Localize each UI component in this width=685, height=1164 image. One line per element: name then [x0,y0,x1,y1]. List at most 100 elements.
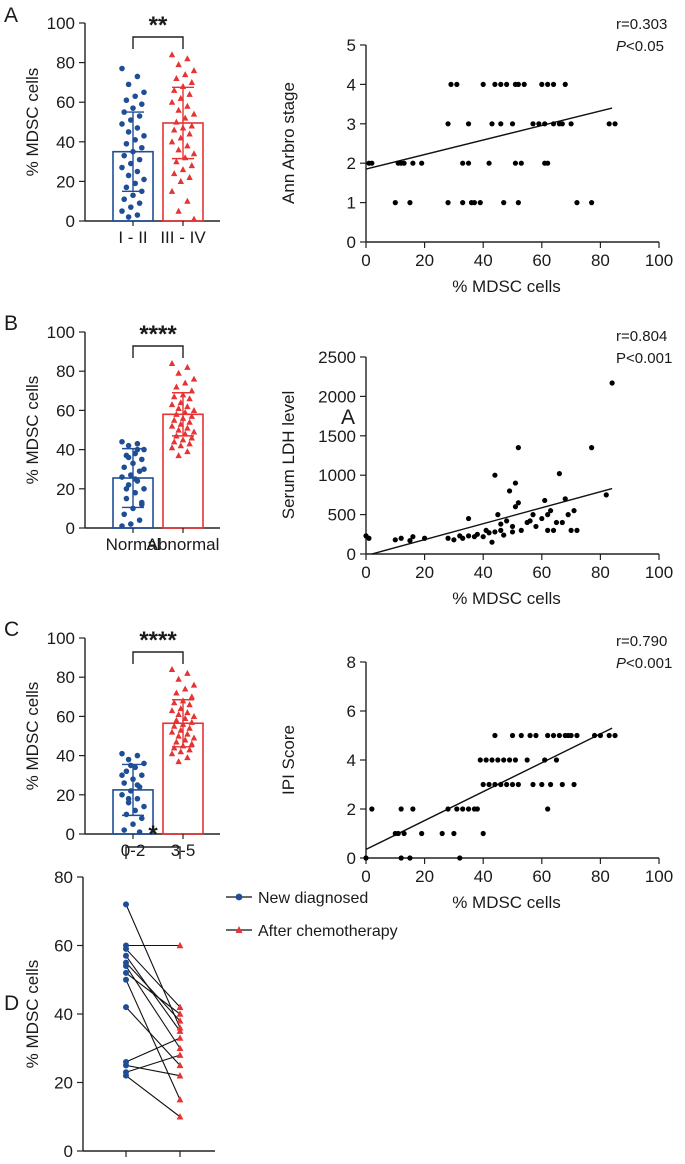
data-point [190,375,198,382]
data-point [184,55,191,62]
data-point [119,523,125,529]
data-point [134,73,141,80]
data-point [125,172,132,179]
significance-label: **** [139,627,177,654]
data-point [509,529,516,535]
data-point [184,448,191,455]
data-point-after-chemo [176,1003,184,1010]
data-point [179,124,187,131]
data-point [363,855,369,861]
x-axis-label: % MDSC cells [452,589,561,608]
data-point [128,762,134,769]
significance-bracket [125,846,181,859]
data-point [141,760,147,767]
y-tick-label: 60 [56,707,75,726]
data-point [545,732,551,739]
y-tick-label: 20 [56,480,75,499]
y-tick-label: 2 [347,800,356,819]
data-point [132,93,138,100]
y-tick-label: 80 [56,668,75,687]
data-point [509,732,516,739]
data-point [141,176,147,183]
x-tick-label: 40 [474,251,493,270]
data-point [506,488,513,494]
data-point [119,750,125,757]
data-point [186,90,193,97]
pair-line [125,972,181,1015]
data-point [559,519,565,526]
data-point [128,788,134,794]
data-point [184,197,191,204]
chart-C-bar: 0 20 40 60 80 100 % MDSC cells 0-2 3-5 **** [23,627,220,860]
data-point [518,527,524,533]
y-tick-label: 100 [47,323,75,342]
data-point [179,436,187,443]
data-point [184,754,191,761]
data-point [119,208,125,214]
data-point [179,697,187,704]
data-point [128,160,134,167]
data-point [186,174,193,181]
y-tick-label: 60 [56,93,75,112]
data-point [509,121,516,127]
data-point-after-chemo [176,1051,184,1058]
y-tick-label: 60 [56,401,75,420]
significance-bracket [132,651,184,664]
data-point [486,160,492,166]
data-point [536,121,542,127]
chart-D-paired: 0 20 40 60 80 % MDSC cells * New diagnosed After… [23,821,398,1161]
x-tick-label: 100 [645,867,673,886]
x-tick-label: III - IV [160,228,206,247]
panel-label-C: C [4,618,19,641]
y-tick-label: 0 [347,233,356,252]
data-point [132,764,138,771]
stat-r: r=0.790 [616,633,667,650]
data-point [177,94,184,101]
data-point [465,806,472,812]
data-point [550,732,557,739]
data-point [188,387,195,394]
y-tick-label: 2 [347,154,356,173]
data-point [186,701,193,708]
data-point [168,665,176,672]
y-tick-label: 80 [56,54,75,73]
data-point [132,476,138,482]
data-point [398,535,404,541]
y-tick-label: 0 [64,1142,73,1161]
data-point [489,121,495,127]
regression-line [371,487,613,555]
stat-p-symbol: P [616,350,626,367]
data-point [392,537,398,543]
data-point [480,81,486,87]
x-tick-label: 20 [415,251,434,270]
data-point [177,442,184,449]
data-point [168,359,176,366]
data-point [132,807,138,814]
data-point [410,534,416,540]
x-tick-label: 100 [645,251,673,270]
data-point [574,732,580,739]
stat-p: P<0.001 [616,350,672,367]
data-point [134,440,141,447]
data-point [369,160,375,166]
data-point [515,781,521,788]
data-point [518,732,524,739]
data-point [550,81,557,87]
x-tick-label: 0 [361,251,370,270]
data-point [168,444,176,451]
data-point [539,515,545,522]
data-point [524,757,530,763]
data-point [184,730,191,737]
data-point [141,466,147,473]
data-point [119,438,125,445]
data-point [125,214,132,220]
data-point [369,806,375,812]
stat-p-symbol: P [616,38,626,55]
data-point [168,728,176,735]
x-tick-label: 0 [361,563,370,582]
legend: New diagnosed After chemotherapy [226,890,398,940]
data-point-new-diagnosed [123,969,129,976]
data-point [454,81,460,87]
data-point [173,410,180,417]
y-tick-label: 0 [347,849,356,868]
